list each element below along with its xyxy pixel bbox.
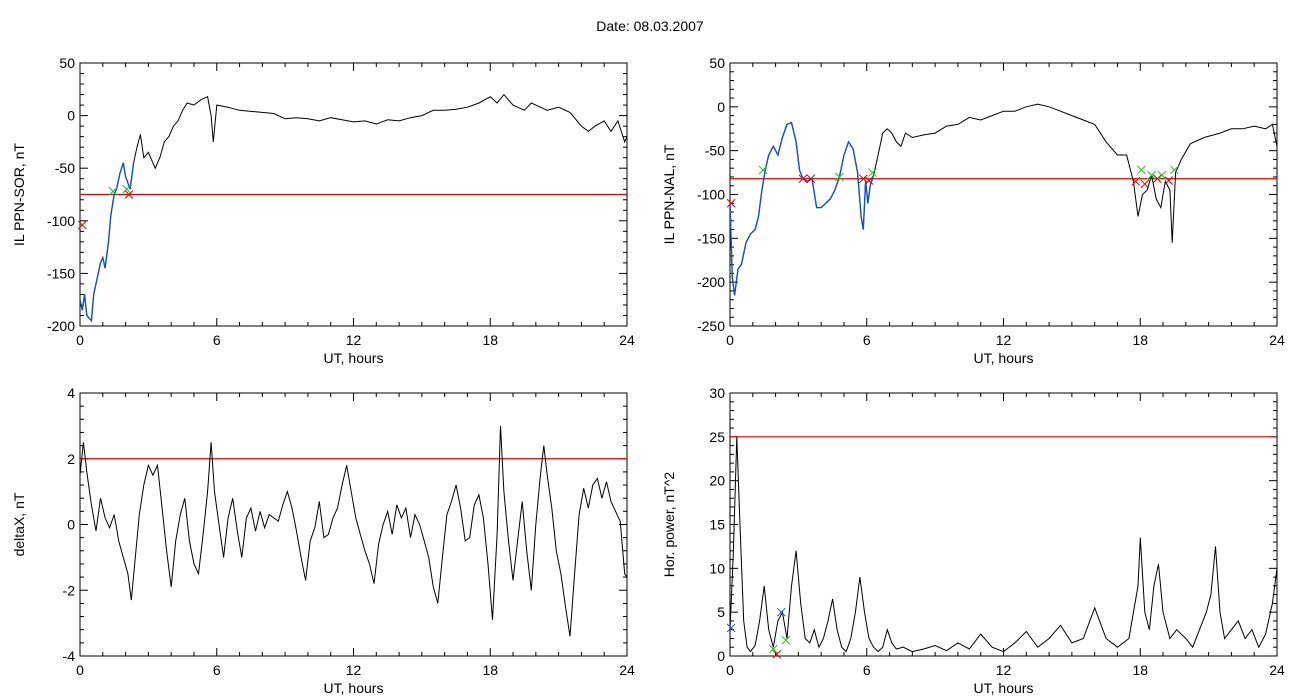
x-axis-label: UT, hours (324, 680, 384, 696)
y-axis-label: Hor. power, nT^2 (661, 472, 677, 578)
x-axis-label: UT, hours (324, 350, 384, 366)
y-tick-label: 50 (709, 55, 725, 71)
x-axis-label: UT, hours (974, 350, 1034, 366)
series-line (80, 93, 627, 322)
x-tick-label: 0 (76, 332, 84, 348)
x-tick-label: 24 (1269, 332, 1285, 348)
marker (758, 165, 768, 175)
marker (1131, 176, 1141, 186)
series-highlight (730, 121, 875, 296)
x-tick-label: 24 (619, 662, 635, 678)
y-tick-label: -50 (705, 143, 725, 159)
marker (1137, 165, 1146, 175)
y-tick-label: 2 (67, 451, 75, 467)
y-tick-label: -50 (55, 160, 75, 176)
x-tick-label: 6 (213, 662, 221, 678)
panel-hor-power: 0 6 12 18 24 30 25 20 15 10 5 0 UT, hours Hor. power,… (661, 385, 1285, 696)
plot-frame (729, 62, 1278, 327)
y-tick-label: -150 (47, 265, 75, 281)
x-tick-label: 12 (996, 332, 1012, 348)
y-tick-label: -100 (47, 213, 75, 229)
series-highlight (80, 162, 135, 323)
y-tick-label: 4 (67, 385, 75, 401)
y-tick-label: 15 (709, 517, 725, 533)
panel-il-ppn-nal: 0 6 12 18 24 50 0 -50 -100 -150 -200 -250 UT, hours I… (661, 55, 1285, 366)
x-tick-label: 0 (76, 662, 84, 678)
marker (798, 174, 808, 184)
x-tick-label: 12 (346, 662, 362, 678)
marker (868, 168, 877, 177)
marker (858, 174, 868, 184)
y-tick-label: -150 (697, 230, 725, 246)
marker (124, 190, 134, 199)
x-tick-label: 6 (213, 332, 221, 348)
y-tick-label: 10 (709, 560, 725, 576)
marker (108, 186, 118, 196)
marker (122, 184, 132, 194)
y-tick-label: -200 (47, 318, 75, 334)
y-axis-label: deltaX, nT (11, 492, 27, 556)
x-tick-label: 12 (346, 332, 362, 348)
panel-il-ppn-sor: 0 6 12 18 24 50 0 -50 -100 -150 -200 UT, hours IL PP… (11, 55, 635, 366)
series-line (80, 425, 627, 637)
page-title: Date: 08.03.2007 (596, 18, 704, 34)
plot-frame (729, 392, 1278, 657)
series-line (730, 103, 1277, 296)
y-tick-label: 25 (709, 429, 725, 445)
y-tick-label: -2 (63, 582, 76, 598)
marker (726, 623, 736, 633)
marker (781, 635, 791, 645)
marker (1164, 176, 1174, 185)
x-axis-label: UT, hours (974, 680, 1034, 696)
marker (772, 649, 782, 659)
y-tick-label: 50 (59, 55, 75, 71)
marker (77, 220, 87, 230)
y-tick-label: 0 (67, 108, 75, 124)
y-tick-label: -4 (63, 648, 76, 664)
plot-frame (79, 392, 628, 657)
y-tick-label: 0 (67, 517, 75, 533)
y-tick-label: -250 (697, 318, 725, 334)
marker (726, 198, 736, 208)
marker (776, 607, 786, 617)
marker (1170, 165, 1179, 175)
y-tick-label: -200 (697, 274, 725, 290)
x-tick-label: 12 (996, 662, 1012, 678)
marker (1157, 170, 1167, 180)
panel-delta-x: 0 6 12 18 24 4 2 0 -2 -4 UT, hours deltaX, nT (11, 385, 635, 696)
x-tick-label: 0 (726, 332, 734, 348)
x-tick-label: 0 (726, 662, 734, 678)
x-tick-label: 18 (1132, 662, 1148, 678)
marker (806, 174, 816, 184)
y-tick-label: 0 (717, 99, 725, 115)
marker (835, 172, 844, 182)
x-tick-label: 18 (482, 662, 498, 678)
marker (1147, 170, 1156, 180)
y-axis-label: IL PPN-SOR, nT (11, 143, 27, 246)
y-axis-label: IL PPN-NAL, nT (661, 144, 677, 244)
y-tick-label: 5 (717, 604, 725, 620)
x-tick-label: 18 (482, 332, 498, 348)
x-tick-label: 6 (863, 332, 871, 348)
x-tick-label: 24 (1269, 662, 1285, 678)
x-tick-label: 6 (863, 662, 871, 678)
x-tick-label: 18 (1132, 332, 1148, 348)
series-line (730, 436, 1277, 653)
marker (864, 176, 874, 185)
marker (1140, 179, 1150, 189)
x-tick-label: 24 (619, 332, 635, 348)
y-tick-label: 0 (717, 648, 725, 664)
marker (1152, 174, 1162, 184)
y-tick-label: 30 (709, 385, 725, 401)
y-tick-label: -100 (697, 187, 725, 203)
marker (768, 644, 778, 654)
y-tick-label: 20 (709, 473, 725, 489)
